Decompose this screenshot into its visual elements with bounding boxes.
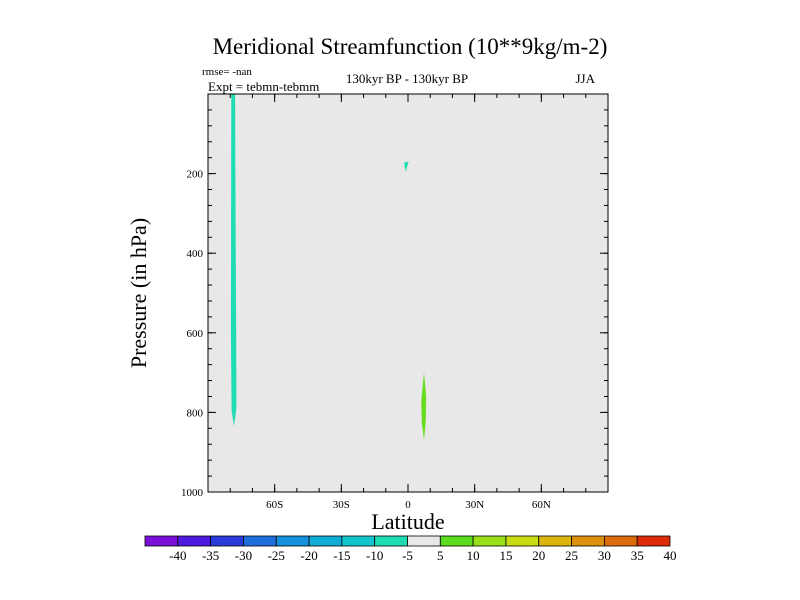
colorbar-label: -30 xyxy=(235,548,252,563)
colorbar-label: -40 xyxy=(169,548,186,563)
rmse-annotation: rmse= -nan xyxy=(202,66,252,78)
colorbar-box xyxy=(210,535,244,547)
feature-northern-low-level-patch xyxy=(421,372,427,441)
colorbar: -40 -35 -30 -25 -20 -15 -10 -5 5 10 15 20 25 30 35 40 xyxy=(144,535,677,563)
season-annotation: JJA xyxy=(575,71,595,86)
feature-equatorial-upper-spot xyxy=(404,161,409,172)
y-tick-label: 200 xyxy=(187,169,204,181)
y-tick-label: 1000 xyxy=(181,487,204,499)
x-tick-label: 60N xyxy=(532,499,551,511)
colorbar-label: 30 xyxy=(598,548,611,563)
contour-features xyxy=(230,94,427,441)
chart-title: Meridional Streamfunction (10**9kg/m-2) xyxy=(213,34,608,59)
feature-southern-high-latitude-band xyxy=(230,94,237,427)
expt-annotation: Expt = tebmn-tebmm xyxy=(208,79,319,94)
colorbar-label: 25 xyxy=(565,548,578,563)
colorbar-box xyxy=(407,535,441,547)
colorbar-label: -25 xyxy=(268,548,285,563)
colorbar-box xyxy=(308,535,343,547)
colorbar-box xyxy=(341,535,376,547)
colorbar-box xyxy=(177,535,212,547)
colorbar-box xyxy=(374,535,408,547)
y-axis-ticks: 200 400 600 800 1000 xyxy=(181,169,608,499)
colorbar-label: -10 xyxy=(366,548,383,563)
colorbar-label: 40 xyxy=(664,548,677,563)
y-tick-label: 400 xyxy=(187,248,204,260)
colorbar-label: 10 xyxy=(467,548,480,563)
colorbar-label: 15 xyxy=(499,548,512,563)
colorbar-label: 5 xyxy=(437,548,444,563)
colorbar-box xyxy=(636,535,671,547)
colorbar-box xyxy=(275,535,310,547)
y-tick-label: 600 xyxy=(187,328,204,340)
colorbar-box xyxy=(472,535,507,547)
colorbar-label: 35 xyxy=(631,548,644,563)
x-axis-ticks: 60S 30S 0 30N 60N xyxy=(266,94,551,511)
colorbar-box xyxy=(144,535,179,547)
colorbar-label: -5 xyxy=(402,548,413,563)
colorbar-box xyxy=(571,535,605,547)
colorbar-box xyxy=(505,535,540,547)
colorbar-box xyxy=(243,535,277,547)
y-axis-label: Pressure (in hPa) xyxy=(126,218,151,368)
period-annotation: 130kyr BP - 130kyr BP xyxy=(346,71,468,86)
colorbar-label: -35 xyxy=(202,548,219,563)
colorbar-box xyxy=(538,535,572,547)
colorbar-box xyxy=(603,535,638,547)
colorbar-label: 20 xyxy=(532,548,545,563)
y-tick-label: 800 xyxy=(187,407,204,419)
x-tick-label: 30S xyxy=(333,499,350,511)
x-axis-label: Latitude xyxy=(371,509,444,534)
colorbar-box xyxy=(439,535,474,547)
x-tick-label: 60S xyxy=(266,499,283,511)
x-tick-label: 30N xyxy=(465,499,484,511)
colorbar-label: -20 xyxy=(300,548,317,563)
plot-area xyxy=(208,94,608,492)
x-tick-label: 0 xyxy=(405,499,411,511)
colorbar-label: -15 xyxy=(333,548,350,563)
